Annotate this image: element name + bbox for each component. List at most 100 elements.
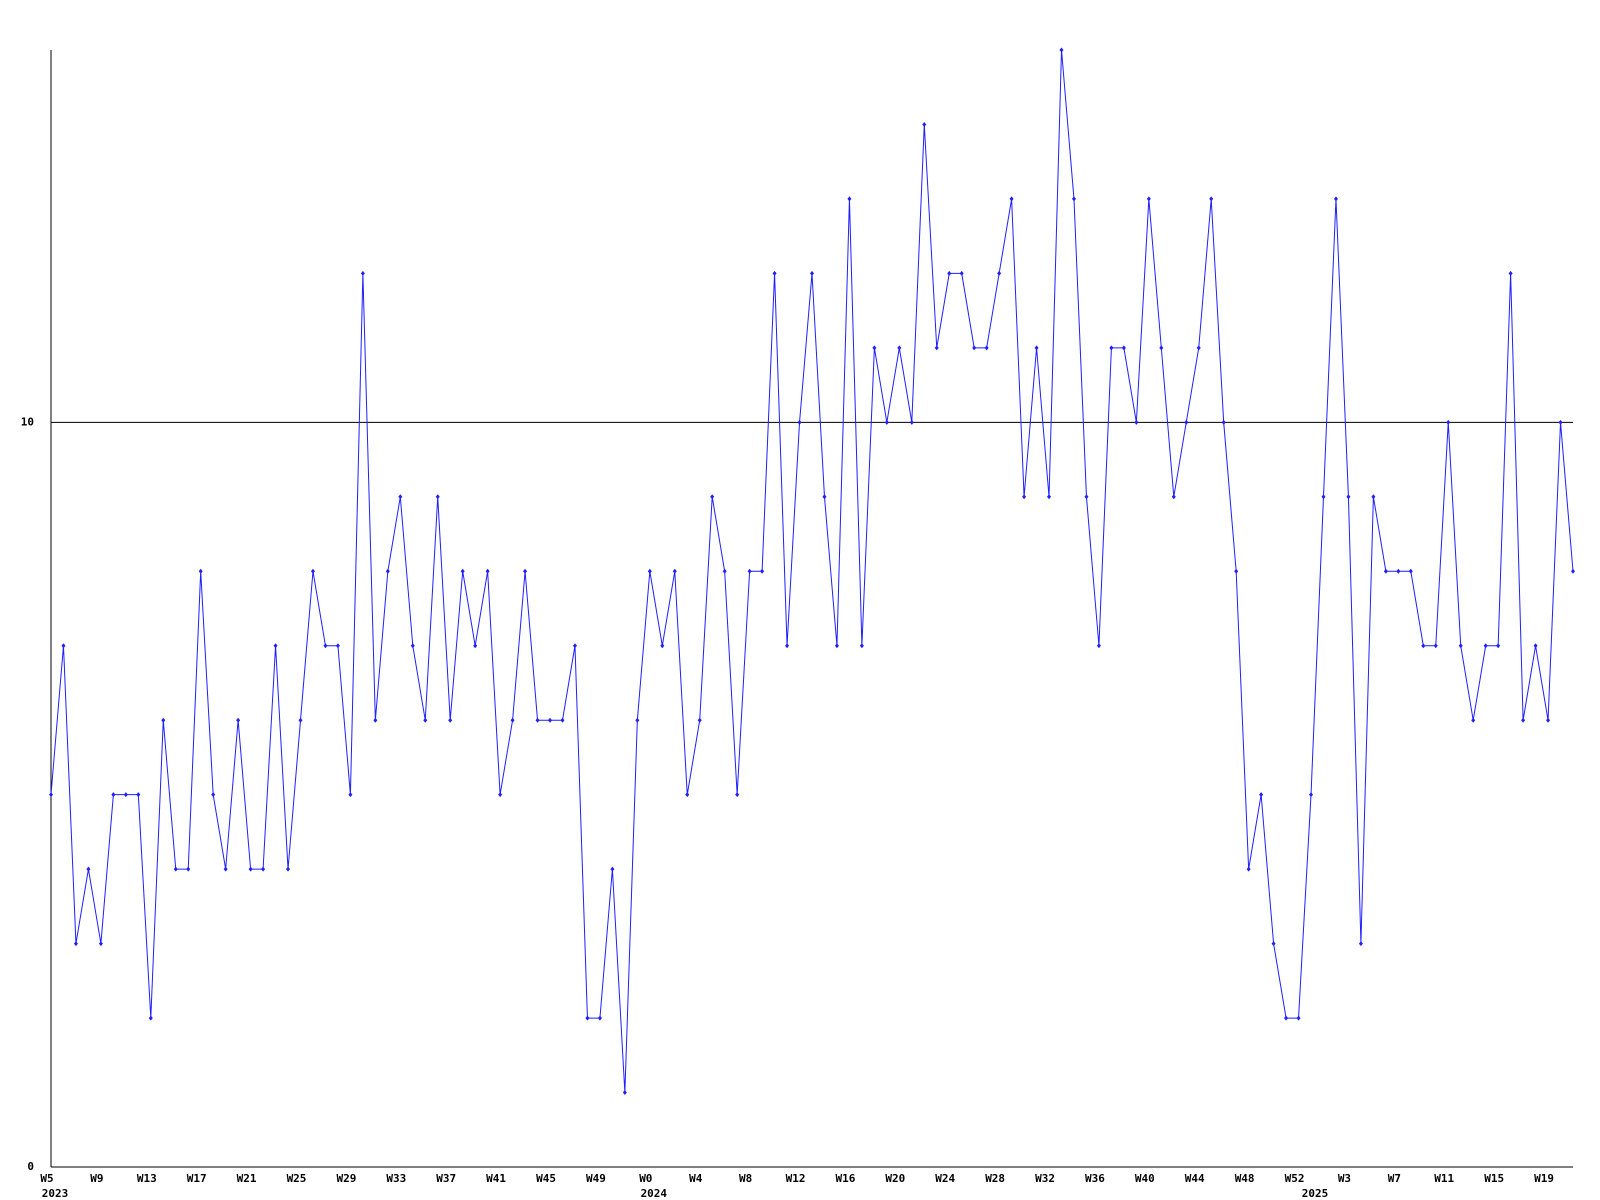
point-marker [1084,494,1089,500]
point-marker [123,792,128,798]
point-marker [410,643,415,649]
point-marker [997,270,1002,276]
point-marker [610,866,615,872]
point-marker [647,568,652,574]
x-tick-label: W17 [187,1172,207,1185]
x-tick-label: W24 [935,1172,955,1185]
point-marker [947,270,952,276]
year-label: 2025 [1302,1187,1329,1200]
point-marker [1546,717,1551,723]
point-marker [934,345,939,351]
point-marker [810,270,814,276]
point-marker [1171,494,1176,500]
point-marker [872,345,877,351]
point-marker [847,196,852,202]
point-marker [972,345,977,351]
x-tick-label: W28 [985,1172,1005,1185]
point-marker [1184,419,1189,425]
year-label: 2024 [641,1187,668,1200]
point-marker [61,643,66,649]
point-marker [398,494,403,500]
year-label: 2023 [42,1187,69,1200]
x-tick-label: W37 [436,1172,456,1185]
point-marker [1358,941,1363,947]
point-marker [1508,270,1513,276]
point-marker [1296,1015,1301,1021]
point-marker [1284,1015,1289,1021]
point-marker [473,643,478,649]
point-marker [1496,643,1501,649]
point-marker [248,866,253,872]
point-marker [173,866,178,872]
point-marker [73,941,78,947]
point-marker [797,419,802,425]
point-marker [1333,196,1338,202]
point-marker [186,866,191,872]
x-tick-label: W15 [1484,1172,1504,1185]
point-marker [273,643,278,649]
point-marker [635,717,640,723]
point-marker [1071,196,1076,202]
point-marker [1146,196,1151,202]
point-marker [1371,494,1376,500]
point-marker [448,717,453,723]
x-tick-label: W32 [1035,1172,1055,1185]
point-marker [98,941,103,947]
point-marker [385,568,390,574]
x-tick-label: W20 [885,1172,905,1185]
x-tick-label: W40 [1135,1172,1155,1185]
point-marker [697,717,702,723]
point-marker [909,419,914,425]
point-marker [1022,494,1027,500]
line-series [50,49,1574,1093]
point-marker [223,866,228,872]
point-marker [1433,643,1438,649]
point-marker [922,121,927,127]
point-marker [1533,643,1538,649]
point-marker [1047,494,1052,500]
point-marker [211,792,216,798]
point-marker [622,1090,627,1096]
point-marker [1259,792,1264,798]
point-marker [1159,345,1164,351]
x-tick-label: W3 [1338,1172,1351,1185]
point-marker [884,419,889,425]
x-tick-label: W16 [835,1172,855,1185]
x-tick-label: W4 [689,1172,703,1185]
point-marker [1034,345,1039,351]
x-tick-label: W11 [1434,1172,1454,1185]
point-marker [86,866,91,872]
point-marker [560,717,565,723]
point-marker [111,792,116,798]
point-marker [1121,345,1126,351]
x-tick-label: W44 [1185,1172,1205,1185]
point-marker [1421,643,1426,649]
point-marker [660,643,665,649]
point-marker [760,568,765,574]
point-marker [1271,941,1276,947]
point-marker [1471,717,1476,723]
point-marker [148,1015,153,1021]
x-tick-label: W19 [1534,1172,1554,1185]
point-marker [1558,419,1563,425]
x-tick-label: W45 [536,1172,556,1185]
point-marker [236,717,241,723]
point-marker [1059,47,1064,53]
point-marker [1446,419,1451,425]
point-marker [1458,643,1463,649]
point-marker [1109,345,1114,351]
point-marker [1234,568,1239,574]
point-marker [1321,494,1326,500]
point-marker [261,866,266,872]
point-marker [1483,643,1488,649]
point-marker [1383,568,1388,574]
point-marker [1346,494,1351,500]
point-marker [485,568,490,574]
point-marker [198,568,203,574]
point-marker [323,643,328,649]
point-marker [136,792,141,798]
point-marker [435,494,440,500]
point-marker [286,866,291,872]
